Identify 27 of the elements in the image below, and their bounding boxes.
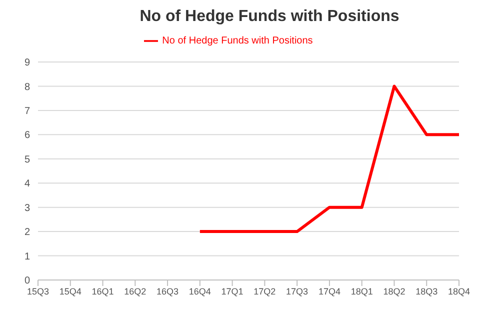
x-tick-label: 16Q3 — [156, 286, 179, 296]
line-series — [198, 84, 460, 234]
x-tick-label: 16Q4 — [188, 286, 211, 296]
y-tick-label: 5 — [24, 154, 30, 166]
x-tick-label: 16Q2 — [124, 286, 146, 296]
x-tick-label: 17Q1 — [221, 286, 244, 296]
y-tick-label: 0 — [24, 276, 30, 287]
chart-title: No of Hedge Funds with Positions — [138, 8, 400, 27]
y-tick-label: 6 — [24, 130, 30, 142]
x-tick-label: 17Q2 — [254, 286, 276, 296]
x-tick-label: 18Q1 — [350, 286, 373, 296]
y-tick-label: 4 — [24, 178, 30, 190]
legend-label: No of Hedge Funds with Positions — [162, 36, 313, 47]
x-tick-label: 15Q3 — [26, 286, 50, 296]
y-tick-label: 2 — [24, 227, 30, 238]
x-tick-label: 18Q2 — [383, 286, 406, 296]
y-tick-label: 3 — [24, 202, 30, 214]
y-tick-label: 9 — [24, 58, 30, 69]
x-tick-label: 18Q4 — [448, 286, 470, 296]
y-tick-label: 7 — [24, 106, 30, 117]
x-tick-label: 15Q4 — [59, 286, 82, 296]
y-tick-label: 8 — [24, 82, 30, 93]
x-tick-label: 18Q3 — [416, 286, 438, 296]
y-tick-label: 1 — [24, 251, 30, 262]
x-tick-label: 16Q1 — [92, 286, 114, 296]
x-tick-label: 17Q3 — [286, 286, 308, 296]
x-tick-label: 17Q4 — [318, 286, 340, 296]
